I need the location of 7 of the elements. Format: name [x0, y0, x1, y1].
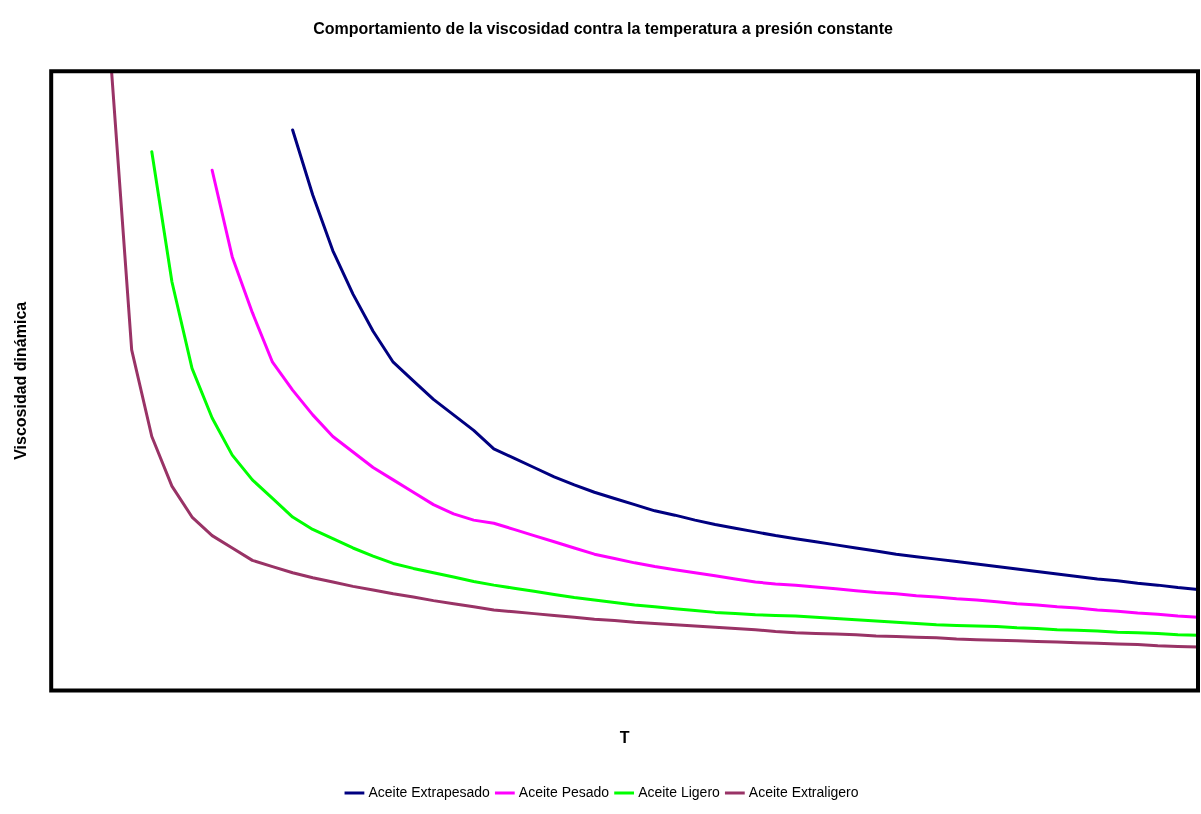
legend-label: Aceite Pesado [518, 783, 610, 800]
legend-label: Aceite Ligero [638, 783, 721, 800]
x-axis-title: T [619, 728, 630, 746]
y-axis-title: Viscosidad dinámica [12, 301, 30, 460]
legend-label: Aceite Extraligero [748, 783, 859, 800]
legend-label: Aceite Extrapesado [368, 783, 491, 800]
chart-title: Comportamiento de la viscosidad contra la temperatura a presión constante [313, 20, 893, 38]
